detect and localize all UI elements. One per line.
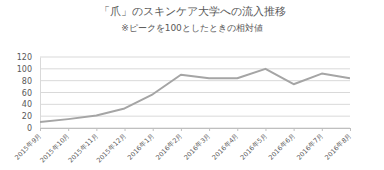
- x-tick-mark: [294, 128, 295, 131]
- grid-line: [40, 128, 350, 129]
- x-tick: 2016年3月: [182, 128, 212, 162]
- y-tick-label: 100: [17, 65, 32, 74]
- grid-line: [40, 68, 350, 69]
- x-tick: 2016年2月: [154, 128, 184, 162]
- y-axis-line: [40, 58, 41, 129]
- x-tick: 2016年8月: [323, 128, 353, 162]
- x-tick-mark: [125, 128, 126, 131]
- x-tick-label: 2016年3月: [182, 131, 212, 161]
- x-tick-mark: [153, 128, 154, 131]
- x-tick-mark: [322, 128, 323, 131]
- plot: 0 20 40 60 80 100 120 2015年9月2015年10月2015年11月20…: [13, 53, 353, 164]
- y-tick-label: 40: [22, 100, 32, 109]
- x-tick-label: 2015年12月: [95, 131, 128, 164]
- x-tick-mark: [350, 128, 351, 131]
- x-tick-mark: [181, 128, 182, 131]
- subtitle: ※ピークを100としたときの相対値: [121, 23, 263, 33]
- y-tick: 80: [22, 77, 40, 86]
- grid-line: [40, 104, 350, 105]
- grid: [40, 57, 350, 128]
- x-tick-mark: [40, 128, 41, 131]
- line: [40, 69, 350, 122]
- x-tick: 2016年6月: [267, 128, 297, 162]
- y-tick-label: 20: [22, 112, 32, 121]
- x-tick-label: 2016年4月: [211, 131, 241, 161]
- grid-line: [40, 92, 350, 93]
- x-tick: 2016年4月: [211, 128, 241, 162]
- x-tick-mark: [209, 128, 210, 131]
- x-tick-label: 2016年5月: [239, 131, 269, 161]
- y-tick: 60: [22, 89, 40, 98]
- y-tick: 120: [17, 53, 40, 62]
- title: 「爪」のスキンケア大学への流入推移: [99, 5, 286, 18]
- y-tick: 20: [22, 112, 40, 121]
- y-tick: 100: [17, 65, 40, 74]
- x-tick-label: 2016年1月: [126, 131, 156, 161]
- x-tick: 2015年12月: [95, 128, 128, 164]
- marks: [40, 69, 350, 122]
- y-tick-label: 60: [22, 89, 32, 98]
- y-tick: 40: [22, 100, 40, 109]
- x-tick-mark: [265, 128, 266, 131]
- x-tick-mark: [237, 128, 238, 131]
- x-axis: 2015年9月2015年10月2015年11月2015年12月2016年1月20…: [13, 128, 353, 164]
- x-tick: 2016年7月: [295, 128, 325, 162]
- y-tick-label: 120: [17, 53, 32, 62]
- x-tick-label: 2016年6月: [267, 131, 297, 161]
- x-tick: 2016年5月: [239, 128, 269, 162]
- y-tick-label: 0: [27, 124, 32, 133]
- y-tick-label: 80: [22, 77, 32, 86]
- chart: 「爪」のスキンケア大学への流入推移 ※ピークを100としたときの相対値 0 20 40 6…: [0, 0, 384, 170]
- x-tick-label: 2016年8月: [323, 131, 353, 161]
- x-axis-line: [41, 128, 351, 129]
- grid-line: [40, 57, 350, 58]
- x-tick-mark: [68, 128, 69, 131]
- x-tick: 2015年9月: [13, 128, 43, 162]
- x-tick-label: 2016年7月: [295, 131, 325, 161]
- x-tick-mark: [96, 128, 97, 131]
- x-tick: 2016年1月: [126, 128, 156, 162]
- x-tick-label: 2016年2月: [154, 131, 184, 161]
- y-axis: 0 20 40 60 80 100 120: [17, 53, 41, 133]
